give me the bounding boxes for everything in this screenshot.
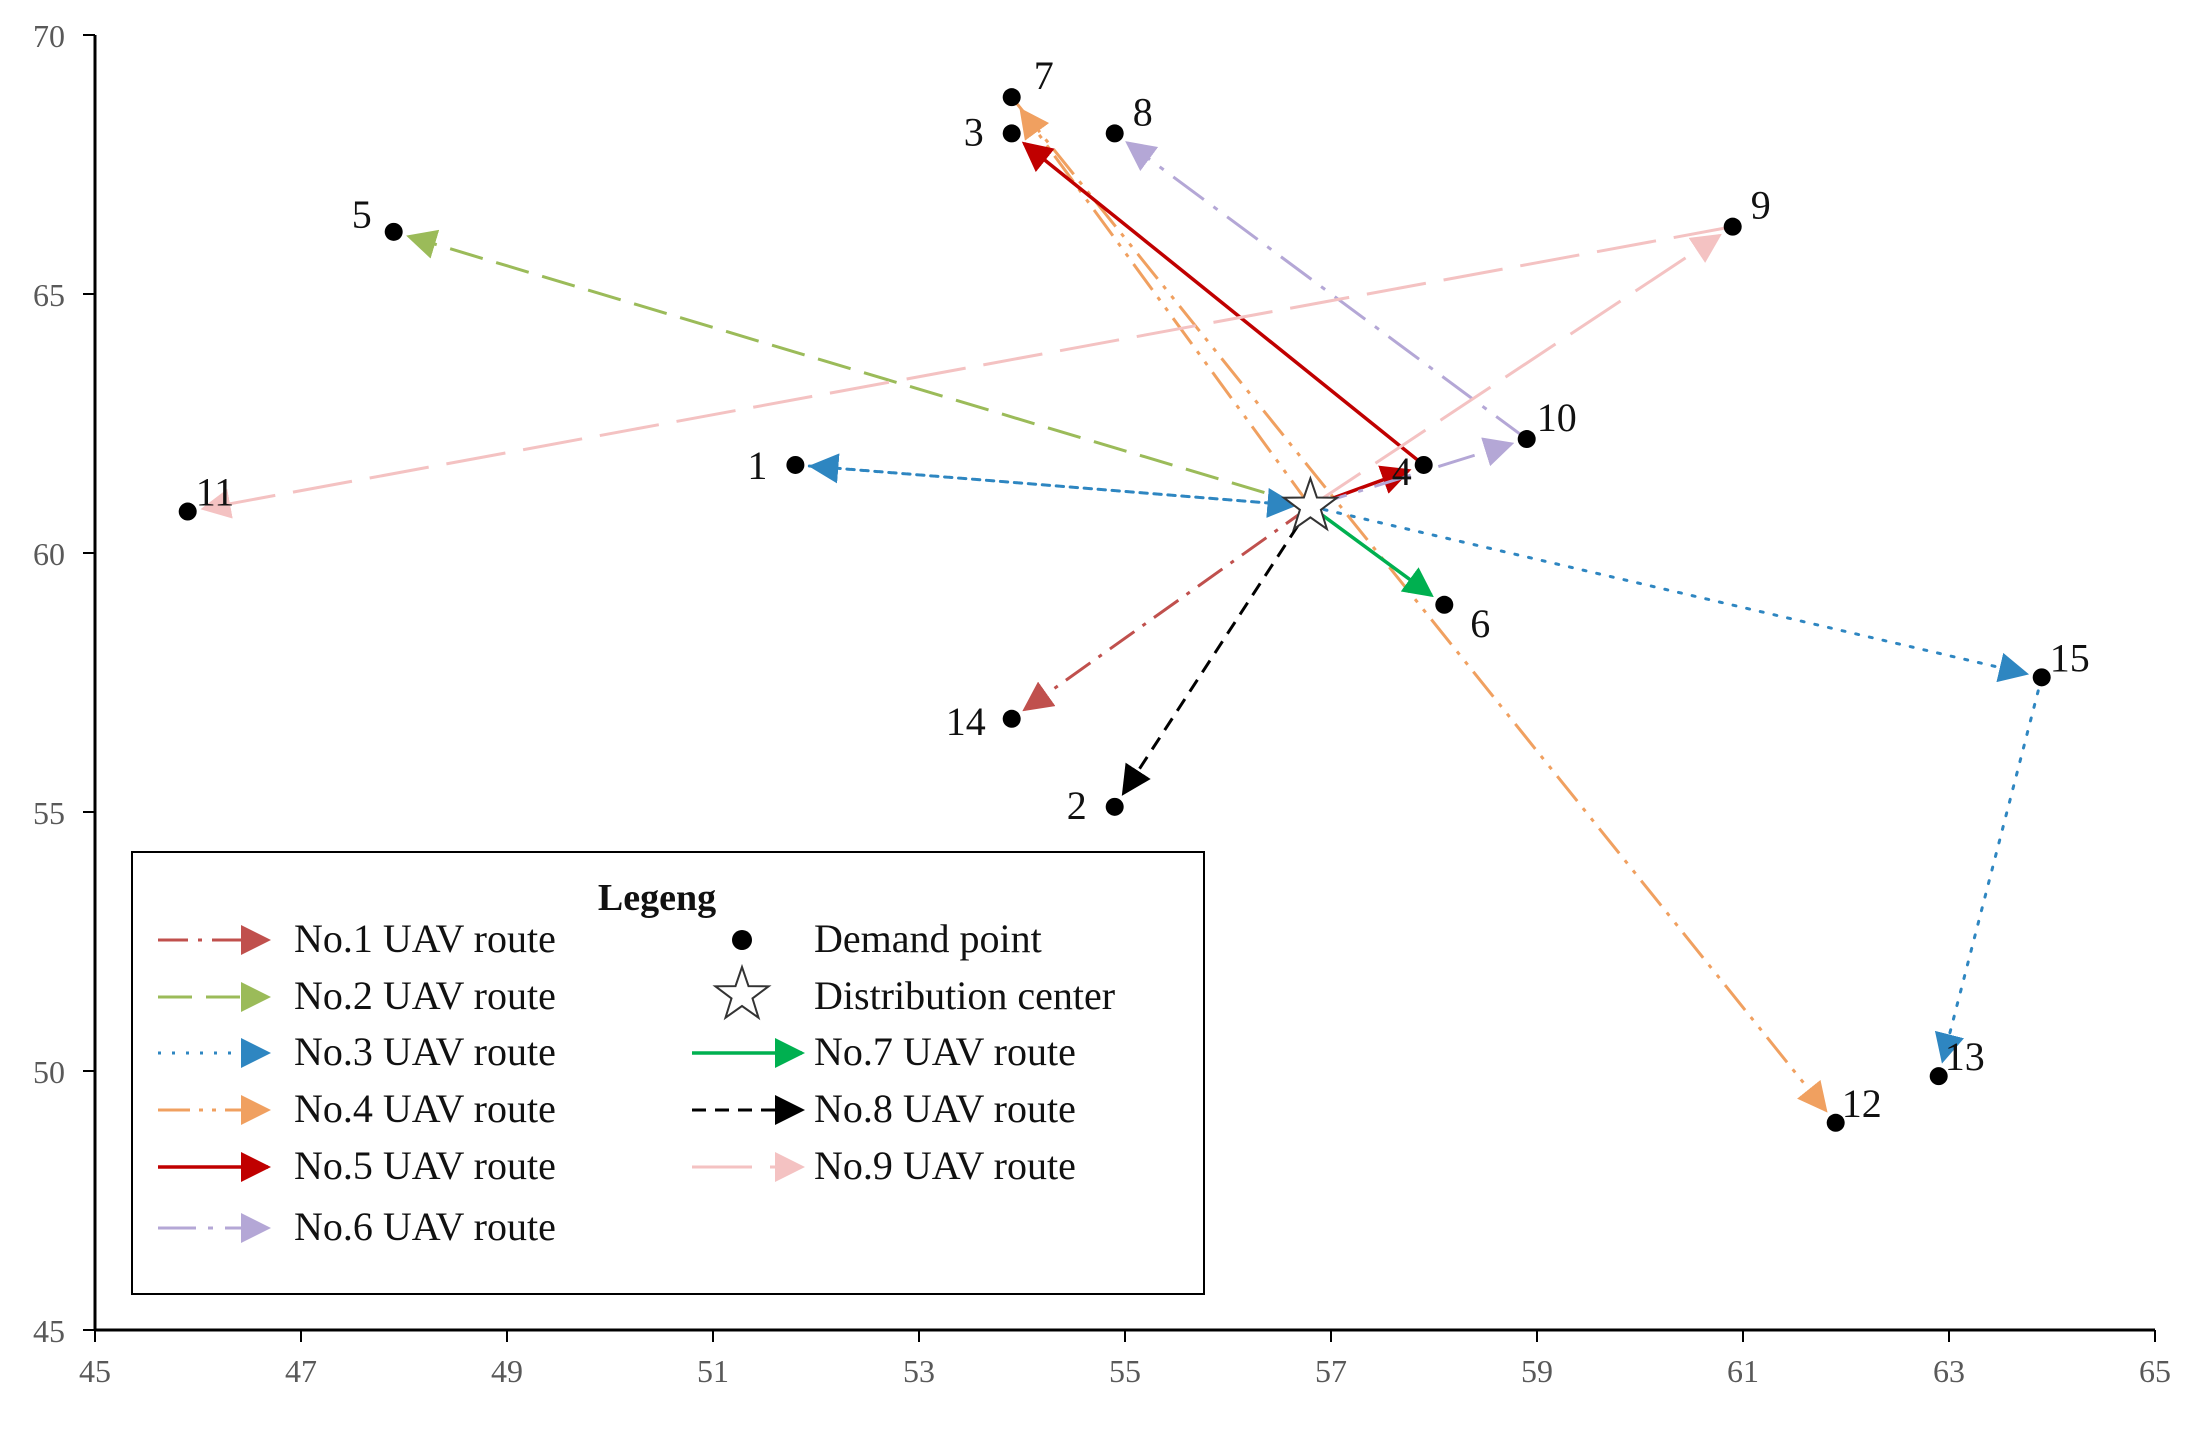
demand-point-14 [1002,709,1021,728]
route-8-segment [1121,505,1312,796]
x-tick-label: 65 [2139,1353,2171,1389]
demand-point-15 [2032,668,2051,687]
x-tick-label: 49 [491,1353,523,1389]
legend-label-route-6: No.6 UAV route [294,1204,556,1249]
demand-point-1 [786,455,805,474]
route-3-segment [1934,675,2044,1064]
route-4 [1010,96,1828,1113]
legend-demand-point-symbol [732,930,752,950]
demand-point-11 [178,502,197,521]
route-4-segment [1019,107,1312,508]
demand-point-4 [1414,455,1433,474]
legend-label-demand-point: Demand point [814,916,1042,961]
point-label-6: 6 [1470,601,1490,646]
point-label-14: 14 [946,699,986,744]
legend-distribution-center-symbol [712,963,772,1021]
point-label-7: 7 [1034,53,1054,98]
legend-title: Legeng [598,877,716,919]
x-tick-label: 45 [79,1353,111,1389]
legend-label-route-7: No.7 UAV route [814,1029,1076,1074]
route-1 [1022,505,1312,712]
y-tick-label: 45 [33,1313,65,1349]
route-1-segment [1022,505,1312,712]
demand-point-5 [384,222,403,241]
x-tick-label: 63 [1933,1353,1965,1389]
x-tick-label: 55 [1109,1353,1141,1389]
route-9-segment [200,225,1733,519]
demand-point-7 [1002,88,1021,107]
route-6-segment [1309,437,1515,508]
y-tick-label: 70 [33,18,65,54]
legend-label-route-1: No.1 UAV route [294,916,556,961]
route-2-segment [406,229,1311,508]
point-label-11: 11 [196,470,235,515]
route-3-segment [1308,504,2030,683]
demand-point-3 [1002,124,1021,143]
route-6 [1125,141,1528,508]
legend-label-route-8: No.8 UAV route [814,1086,1076,1131]
legend-label-distribution-center: Distribution center [814,973,1115,1018]
y-tick-label: 60 [33,536,65,572]
legend-label-route-3: No.3 UAV route [294,1029,556,1074]
route-9-segment [1309,233,1722,508]
demand-point-9 [1723,217,1742,236]
distribution-center-star [1280,475,1340,532]
point-label-4: 4 [1392,449,1412,494]
legend-label-route-5: No.5 UAV route [294,1143,556,1188]
point-label-8: 8 [1133,89,1153,134]
x-tick-label: 59 [1521,1353,1553,1389]
point-label-5: 5 [352,192,372,237]
route-3 [793,453,2044,1064]
legend: Legeng No.1 UAV route No.2 UAV route No.3 U… [131,851,1205,1295]
demand-point-13 [1929,1067,1948,1086]
point-label-13: 13 [1945,1034,1985,1079]
x-tick-label: 51 [697,1353,729,1389]
x-tick-label: 53 [903,1353,935,1389]
route-7 [1309,504,1434,598]
point-label-3: 3 [964,109,984,154]
routes-layer [200,96,2044,1113]
route-3-segment [793,463,1298,518]
y-tick-label: 55 [33,795,65,831]
point-label-2: 2 [1067,783,1087,828]
legend-label-route-9: No.9 UAV route [814,1143,1076,1188]
route-2 [406,229,1311,508]
point-label-1: 1 [747,443,767,488]
point-label-15: 15 [2050,635,2090,680]
route-5 [1021,141,1425,509]
route-4-segment [1010,96,1828,1113]
x-tick-label: 47 [285,1353,317,1389]
route-5-segment [1021,141,1425,467]
x-tick-label: 61 [1727,1353,1759,1389]
demand-point-8 [1105,124,1124,143]
route-6-segment [1125,141,1528,441]
route-8 [1121,505,1312,796]
demand-point-12 [1826,1113,1845,1132]
demand-point-10 [1517,430,1536,449]
demand-point-6 [1435,595,1454,614]
legend-box [131,851,1205,1295]
legend-label-route-4: No.4 UAV route [294,1086,556,1131]
route-7-segment [1309,504,1434,598]
demand-point-2 [1105,797,1124,816]
point-label-10: 10 [1537,395,1577,440]
legend-label-route-2: No.2 UAV route [294,973,556,1018]
point-label-9: 9 [1751,183,1771,228]
x-tick-label: 57 [1315,1353,1347,1389]
route-9 [200,225,1733,519]
point-label-12: 12 [1842,1081,1882,1126]
y-tick-label: 65 [33,277,65,313]
y-tick-label: 50 [33,1054,65,1090]
